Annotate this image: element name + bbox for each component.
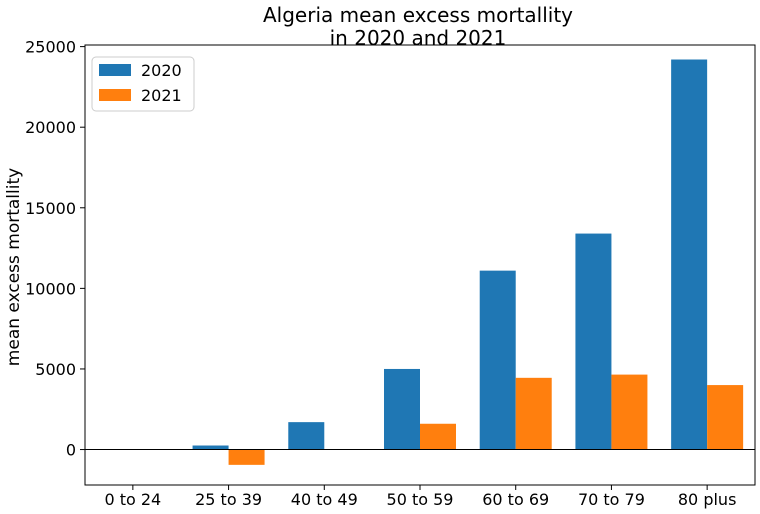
bar-2021-80-plus bbox=[707, 385, 744, 450]
legend: 2020 2021 bbox=[91, 56, 195, 112]
y-tick-label: 15000 bbox=[25, 199, 76, 218]
x-tick-label: 80 plus bbox=[678, 490, 737, 509]
x-tick-label: 50 to 59 bbox=[387, 490, 454, 509]
bar-2021-60-to-69 bbox=[515, 377, 552, 450]
y-tick-label: 10000 bbox=[25, 279, 76, 298]
y-tick-label: 0 bbox=[66, 441, 76, 460]
legend-label-2021: 2021 bbox=[141, 86, 182, 105]
bar-2020-60-to-69 bbox=[479, 270, 516, 450]
bars-group bbox=[192, 59, 744, 465]
x-tick-label: 70 to 79 bbox=[578, 490, 645, 509]
bar-2020-70-to-79 bbox=[575, 233, 612, 450]
bar-2021-70-to-79 bbox=[611, 374, 648, 450]
x-tick-label: 60 to 69 bbox=[482, 490, 549, 509]
bar-2020-40-to-49 bbox=[288, 422, 325, 450]
legend-swatch-2020 bbox=[99, 64, 131, 76]
legend-label-2020: 2020 bbox=[141, 61, 182, 80]
plot-frame bbox=[84, 44, 756, 486]
bar-2020-25-to-39 bbox=[192, 445, 229, 450]
chart-title-line-1: Algeria mean excess mortallity bbox=[263, 3, 573, 27]
x-tick-label: 40 to 49 bbox=[291, 490, 358, 509]
bar-2020-50-to-59 bbox=[384, 368, 420, 450]
y-tick-label: 5000 bbox=[35, 360, 76, 379]
y-tick-label: 25000 bbox=[25, 38, 76, 57]
chart-title-line-2: in 2020 and 2021 bbox=[330, 26, 507, 50]
y-axis-label: mean excess mortallity bbox=[4, 168, 24, 366]
x-tick-label: 0 to 24 bbox=[104, 490, 161, 509]
x-tick-label: 25 to 39 bbox=[195, 490, 262, 509]
bar-2021-50-to-59 bbox=[420, 423, 456, 450]
legend-swatch-2021 bbox=[99, 89, 131, 101]
ticks-group: 0 to 24 25 to 39 40 to 49 50 to 59 60 to 69 7… bbox=[25, 38, 736, 509]
bar-2020-80-plus bbox=[671, 59, 708, 450]
bar-2021-25-to-39 bbox=[228, 449, 265, 465]
y-tick-label: 20000 bbox=[25, 118, 76, 137]
